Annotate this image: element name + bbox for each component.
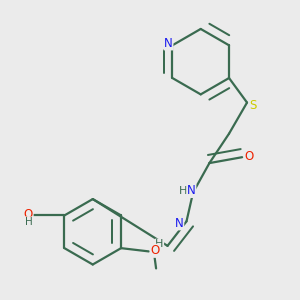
Text: H: H	[179, 186, 188, 196]
Text: O: O	[150, 244, 159, 257]
Text: O: O	[245, 150, 254, 163]
Text: S: S	[249, 99, 256, 112]
Text: N: N	[187, 184, 196, 197]
Text: N: N	[175, 217, 184, 230]
Text: H: H	[155, 239, 164, 249]
Text: N: N	[164, 37, 173, 50]
Text: O: O	[24, 208, 33, 220]
Text: H: H	[25, 217, 32, 227]
